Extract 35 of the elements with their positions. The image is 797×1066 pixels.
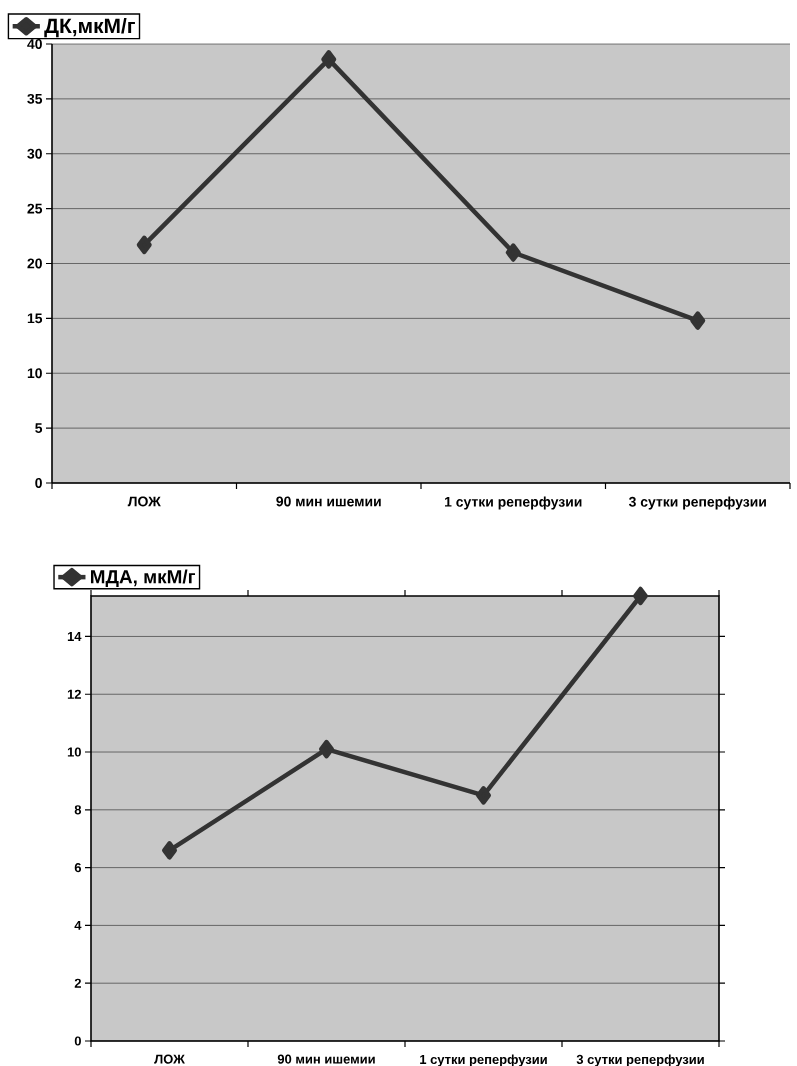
y-tick-label: 40 xyxy=(27,39,42,49)
x-tick-label: 3 сутки реперфузии xyxy=(576,1054,704,1066)
y-tick-label: 15 xyxy=(27,313,43,324)
y-tick-label: 10 xyxy=(67,747,81,757)
y-tick-label: 25 xyxy=(27,203,43,214)
y-tick-label: 12 xyxy=(67,689,81,699)
legend-label: МДА, мкМ/г xyxy=(90,569,196,588)
x-tick-label: ЛОЖ xyxy=(127,496,161,507)
legend-label: ДК,мкМ/г xyxy=(44,17,135,38)
y-tick-label: 2 xyxy=(74,978,81,988)
x-tick-label: 90 мин ишемии xyxy=(276,496,381,507)
y-tick-label: 5 xyxy=(35,423,43,433)
point xyxy=(136,235,152,255)
x-tick-label: 90 мин ишемии xyxy=(277,1054,375,1064)
x-tick-label: ЛОЖ xyxy=(154,1054,185,1064)
y-tick-label: 6 xyxy=(74,863,82,873)
point xyxy=(505,243,521,262)
y-tick-label: 0 xyxy=(74,1036,81,1046)
y-tick-label: 30 xyxy=(27,148,42,159)
y-tick-label: 4 xyxy=(74,920,82,930)
x-tick-label: 1 сутки реперфузии xyxy=(420,1054,547,1066)
y-tick-label: 20 xyxy=(27,258,42,269)
point xyxy=(321,50,337,69)
point xyxy=(690,311,706,330)
point xyxy=(319,739,334,759)
y-tick-label: 8 xyxy=(74,805,82,815)
y-tick-label: 0 xyxy=(35,478,42,488)
y-tick-label: 35 xyxy=(27,93,43,104)
point xyxy=(633,586,648,606)
y-tick-label: 14 xyxy=(67,631,82,641)
x-tick-label: 1 сутки реперфузии xyxy=(445,496,582,510)
x-tick-label: 3 сутки реперфузии xyxy=(628,496,766,510)
y-tick-label: 10 xyxy=(27,368,42,379)
point xyxy=(476,786,491,805)
point xyxy=(162,841,177,860)
